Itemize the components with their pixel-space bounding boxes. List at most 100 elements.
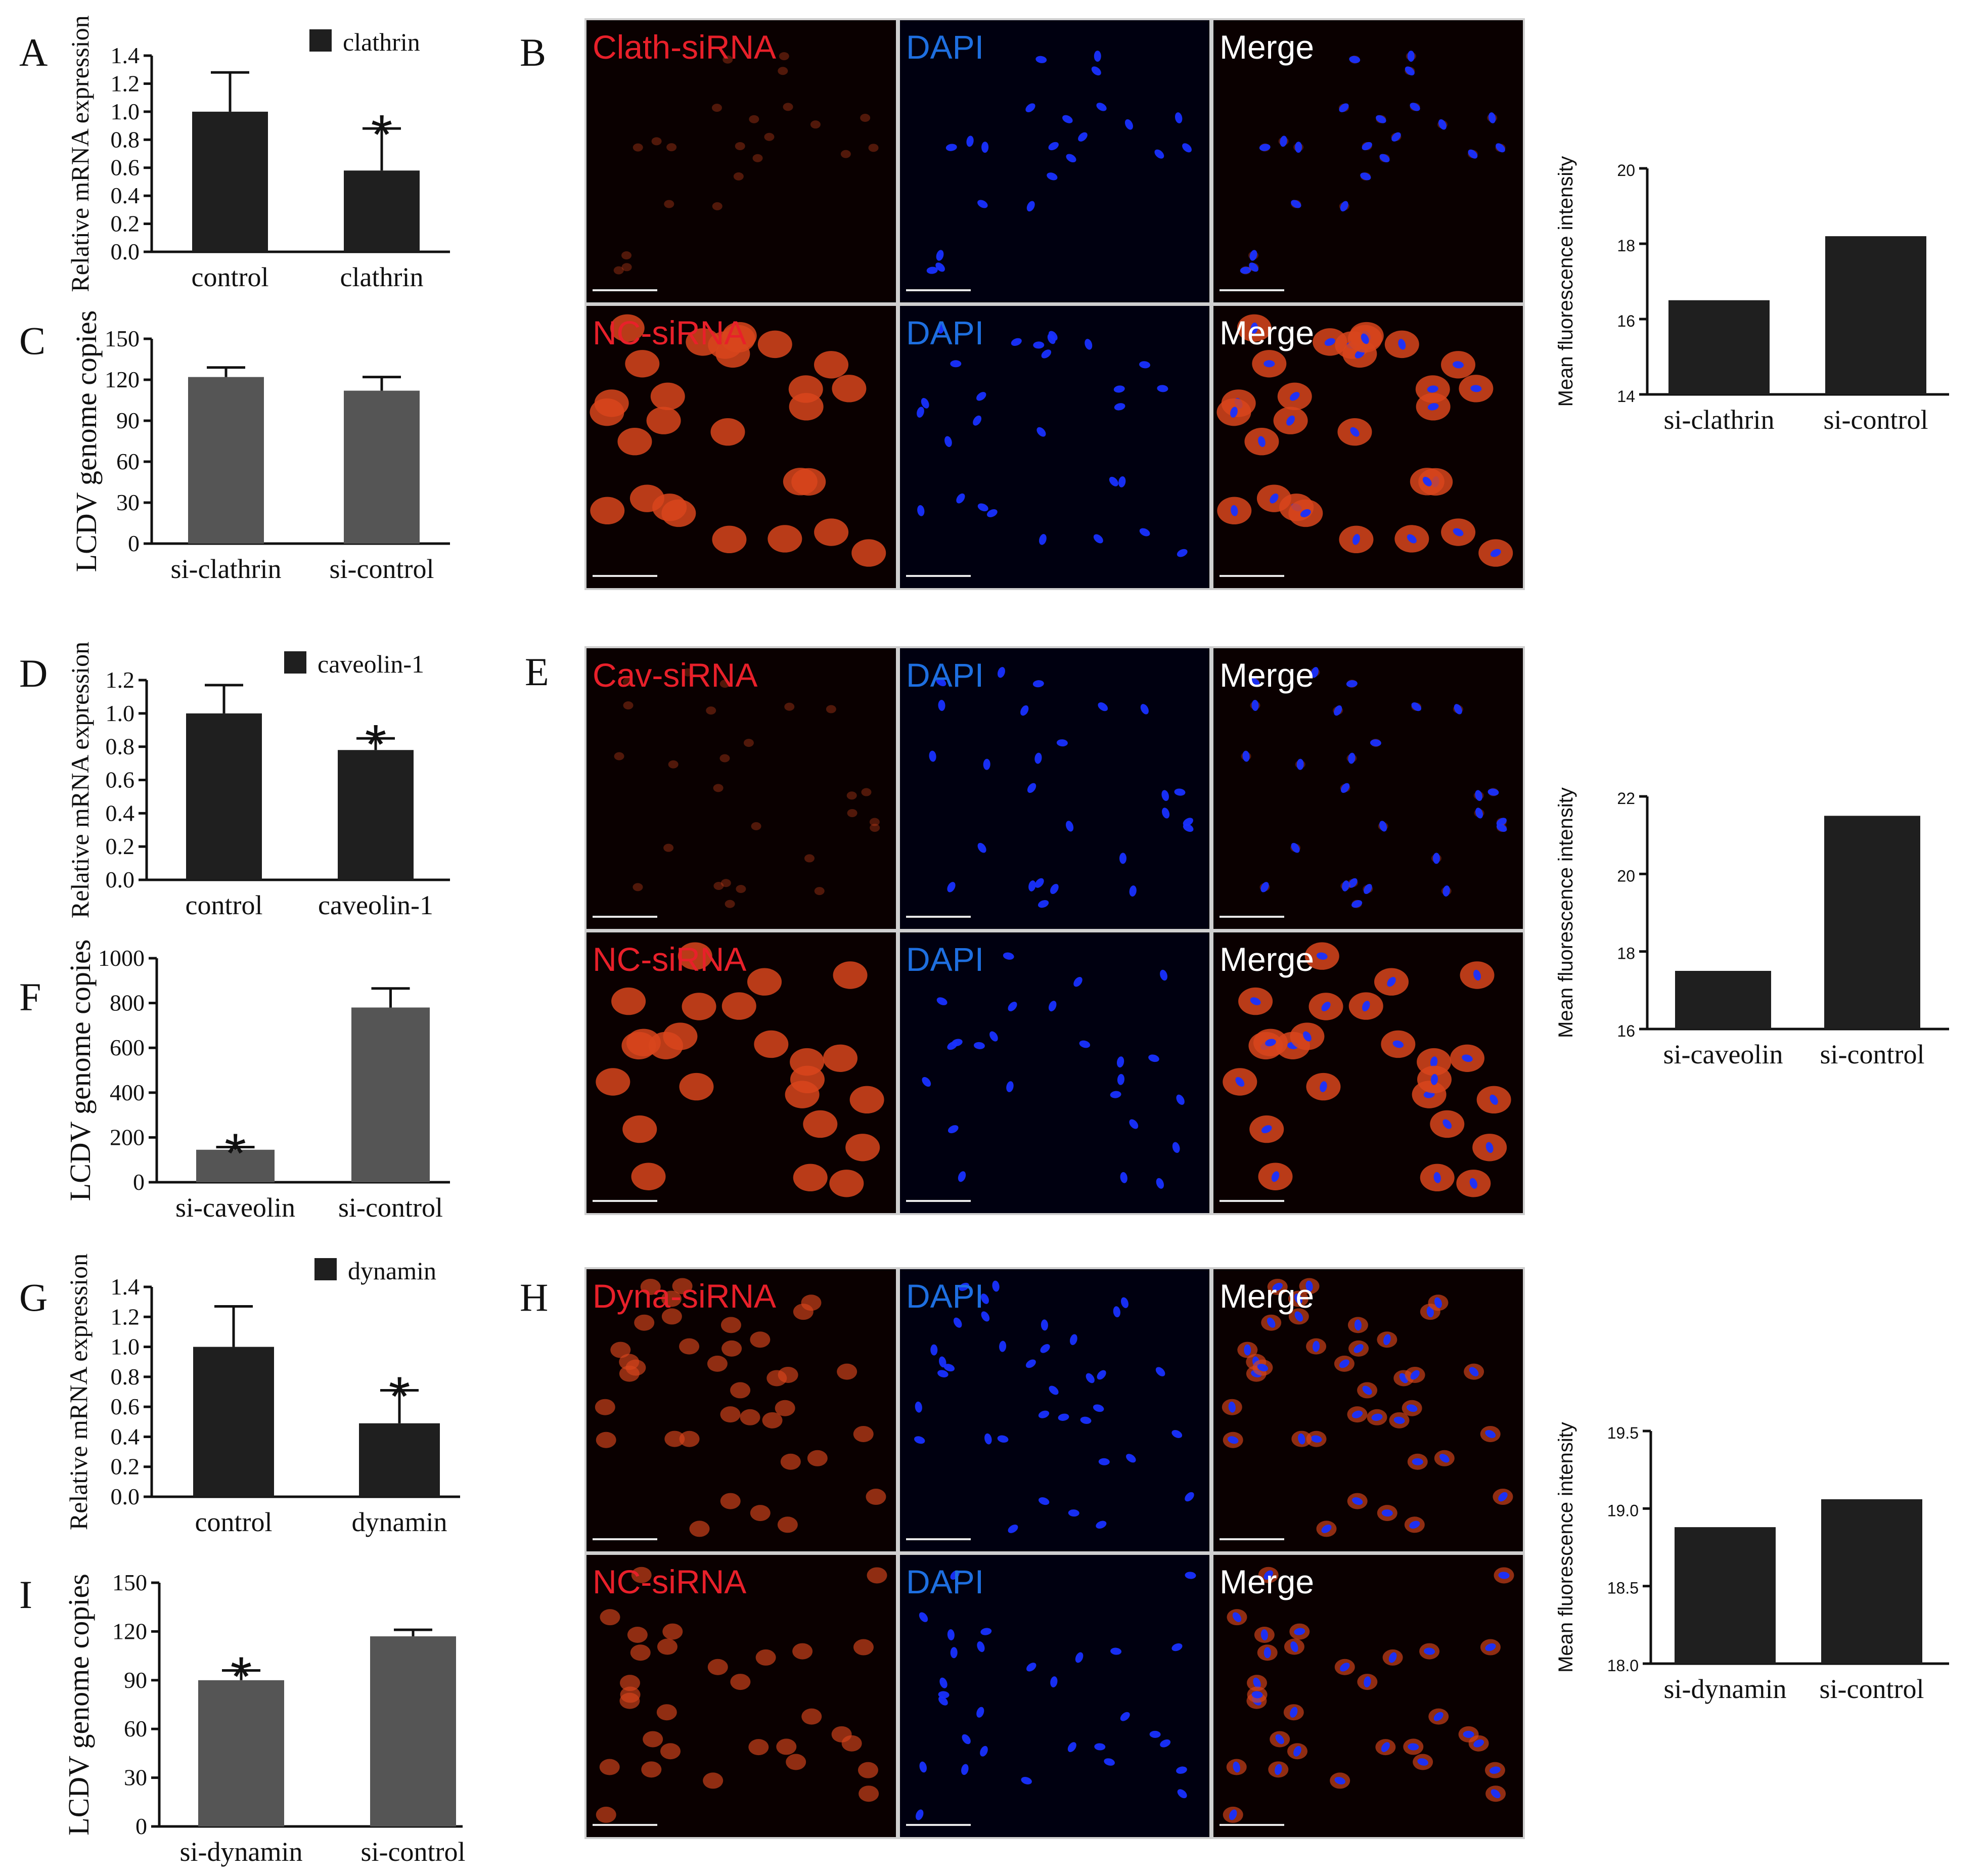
nucleus (1094, 1743, 1106, 1751)
nucleus (1080, 1416, 1092, 1424)
red-cell (847, 809, 857, 817)
y-tick-label: 1.4 (111, 1274, 140, 1300)
micrograph-label: Merge (1220, 28, 1314, 66)
nucleus (930, 1344, 938, 1356)
y-tick-label: 150 (105, 326, 140, 351)
nucleus (1406, 1404, 1418, 1412)
nucleus (947, 882, 956, 892)
nucleus (926, 266, 938, 274)
nucleus (1271, 1171, 1280, 1182)
micrograph-tile: Cav-siRNA (586, 648, 896, 929)
micrograph-label: NC-siRNA (593, 941, 746, 978)
nucleus (1139, 361, 1150, 369)
red-cell (707, 1659, 728, 1675)
red-cell (712, 525, 747, 554)
y-tick-label: 22 (1617, 789, 1635, 808)
nucleus (1157, 385, 1168, 392)
x-category-label: control (195, 1507, 273, 1537)
bar (338, 750, 414, 880)
red-cell (713, 881, 724, 890)
nucleus (973, 415, 982, 426)
red-cell (777, 1516, 798, 1533)
nucleus (1091, 66, 1101, 76)
nucleus (1229, 1809, 1237, 1820)
y-tick-label: 800 (110, 990, 145, 1016)
nucleus (1160, 1739, 1171, 1748)
nucleus (950, 360, 962, 368)
nucleus (1275, 1734, 1284, 1745)
red-cell (720, 1493, 741, 1509)
red-cell (629, 484, 664, 512)
nucleus (1058, 1413, 1069, 1421)
nucleus (961, 1764, 969, 1775)
red-cell (793, 1164, 828, 1192)
red-cell (663, 1022, 698, 1050)
red-cell (829, 1170, 864, 1197)
micrograph-label: DAPI (906, 28, 984, 66)
micrograph-label: DAPI (906, 941, 984, 978)
nucleus (1073, 976, 1082, 987)
nucleus (1110, 1647, 1122, 1655)
significance-star: * (365, 713, 387, 776)
nucleus (1129, 885, 1137, 897)
nucleus (1003, 952, 1014, 960)
red-cell (853, 1639, 874, 1656)
micrograph-tile: NC-siRNA (586, 306, 896, 588)
nucleus (1251, 699, 1259, 711)
red-cell (747, 968, 782, 996)
error-bar (222, 1669, 260, 1680)
nucleus (1097, 1370, 1106, 1380)
micrograph-tile: Merge (1213, 1555, 1523, 1837)
nucleus (1424, 1647, 1435, 1655)
red-cell (749, 115, 759, 123)
nucleus (1026, 1663, 1036, 1672)
x-category-label: si-control (1820, 1039, 1925, 1069)
y-tick-label: 16 (1617, 1022, 1635, 1040)
nucleus (938, 699, 945, 711)
y-tick-label: 0.4 (106, 800, 135, 826)
micrograph-tile: Dyna-siRNA (586, 1269, 896, 1551)
nucleus (935, 262, 945, 272)
red-cell (750, 1331, 771, 1348)
nucleus (1351, 900, 1363, 908)
nucleus (1148, 1054, 1159, 1062)
red-cell (623, 701, 634, 709)
nucleus (1475, 790, 1482, 801)
error-bar (380, 1389, 419, 1423)
y-tick-label: 30 (124, 1765, 147, 1791)
red-cell (590, 398, 624, 426)
nucleus (1258, 436, 1266, 447)
nucleus (1008, 1524, 1018, 1533)
red-cell (626, 1029, 661, 1057)
nucleus (915, 1401, 922, 1413)
nucleus (1364, 1676, 1371, 1687)
nucleus (1265, 1039, 1276, 1047)
nucleus (943, 1364, 955, 1372)
nucleus (1230, 407, 1238, 418)
nucleus (1235, 1077, 1245, 1087)
x-category-label: si-caveolin (1663, 1039, 1783, 1069)
chart-g-mrna-dynamin: 0.0 0.2 0.4 0.6 0.8 1.0 1.2 1.4 Relative mRNA ex… (64, 1254, 460, 1537)
nucleus (1263, 1647, 1271, 1659)
red-cell (712, 202, 723, 210)
red-cell (614, 752, 624, 761)
chart-d-mrna-caveolin: 0.0 0.2 0.4 0.6 0.8 1.0 1.2 Relative mRNA expre… (66, 642, 450, 920)
red-cell (751, 822, 761, 830)
y-tick-label: 18 (1617, 945, 1635, 963)
nucleus (938, 1696, 948, 1706)
red-cell (784, 702, 795, 711)
nucleus (939, 1677, 947, 1688)
red-cell (826, 705, 836, 713)
nucleus (1025, 1359, 1036, 1368)
nucleus (937, 1370, 949, 1377)
nucleus (1370, 739, 1381, 747)
nucleus (1154, 149, 1164, 159)
red-cell (679, 1431, 700, 1447)
red-cell (868, 144, 879, 152)
nucleus (1161, 790, 1169, 801)
y-tick-label: 20 (1617, 161, 1635, 180)
red-cell (706, 706, 716, 715)
bar (1824, 816, 1920, 1029)
red-cell (849, 1086, 884, 1114)
